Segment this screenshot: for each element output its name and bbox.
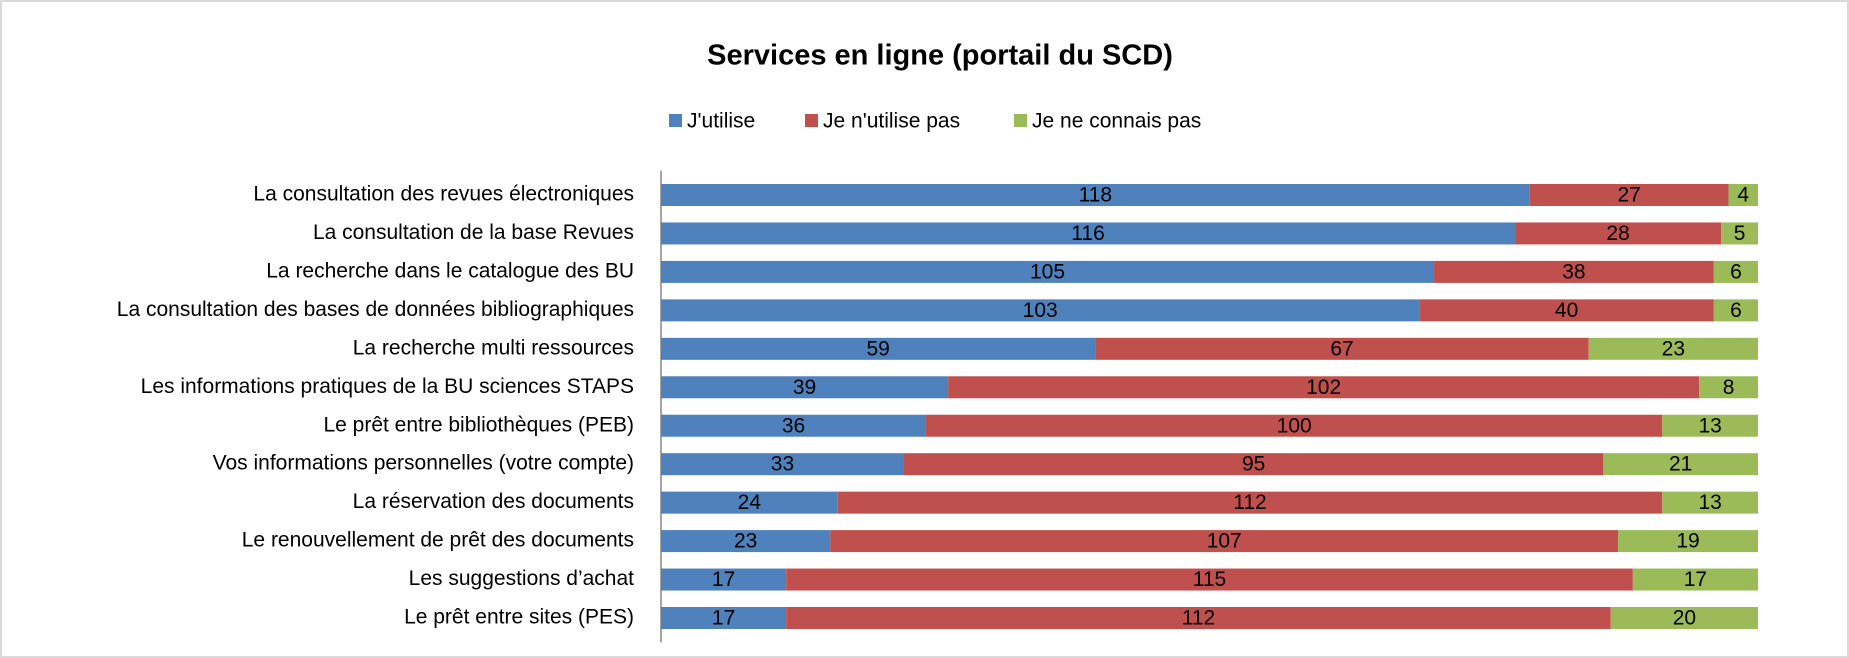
- data-label: 19: [1676, 530, 1699, 553]
- data-label: 112: [1233, 491, 1266, 514]
- bar-segment: [1662, 414, 1758, 437]
- category-label: Le prêt entre sites (PES): [404, 606, 634, 629]
- data-label: 59: [867, 337, 890, 360]
- bar-segment: [661, 568, 787, 591]
- category-label: Le prêt entre bibliothèques (PEB): [323, 413, 634, 436]
- data-label: 13: [1698, 491, 1721, 514]
- data-label: 17: [1684, 568, 1707, 591]
- data-label: 116: [1071, 222, 1104, 245]
- bar-segment: [661, 453, 904, 476]
- category-label: La consultation de la base Revues: [313, 221, 634, 244]
- data-label: 102: [1306, 376, 1341, 399]
- bar-segment: [1603, 453, 1758, 476]
- bar-segment: [1529, 184, 1729, 206]
- data-label: 118: [1079, 184, 1112, 207]
- bar-segment: [661, 607, 787, 629]
- bar-segment: [661, 260, 1435, 283]
- bar-segment: [661, 414, 927, 437]
- data-label: 6: [1730, 260, 1742, 283]
- legend-label: Je ne connais pas: [1032, 110, 1201, 133]
- bar-segment: [1419, 299, 1714, 322]
- legend-label: J'utilise: [687, 110, 755, 133]
- bar-segment: [1632, 568, 1758, 591]
- data-label: 105: [1030, 260, 1065, 283]
- bar-segment: [1618, 530, 1758, 553]
- bar-segment: [926, 414, 1663, 437]
- bar-segment: [1699, 376, 1758, 399]
- bar-segment: [1515, 222, 1722, 245]
- bar-segment: [837, 491, 1663, 514]
- bar-segment: [1095, 337, 1589, 360]
- bar-segment: [948, 376, 1700, 399]
- data-label: 112: [1182, 607, 1215, 630]
- category-label: Les suggestions d’achat: [409, 567, 634, 590]
- bar-segment: [1662, 491, 1758, 514]
- category-label: La recherche dans le catalogue des BU: [266, 259, 634, 282]
- chart-title: Services en ligne (portail du SCD): [707, 40, 1173, 72]
- bar-segment: [1588, 337, 1758, 360]
- data-label: 39: [793, 376, 816, 399]
- data-label: 36: [782, 414, 805, 437]
- bar-segment: [661, 222, 1516, 245]
- data-label: 23: [734, 530, 757, 553]
- data-label: 5: [1734, 222, 1746, 245]
- legend-swatch: [1014, 114, 1027, 127]
- bar-segment: [661, 376, 949, 399]
- data-label: 33: [771, 453, 794, 476]
- data-label: 20: [1673, 607, 1696, 630]
- data-label: 21: [1669, 453, 1692, 476]
- legend-swatch: [805, 114, 818, 127]
- category-label: La recherche multi ressources: [353, 336, 634, 359]
- data-label: 24: [738, 491, 762, 514]
- bar-segment: [1713, 299, 1758, 322]
- bar-segment: [1721, 222, 1758, 245]
- category-label: Les informations pratiques de la BU scie…: [141, 375, 634, 398]
- bar-segment: [1610, 607, 1758, 629]
- bar-segment: [830, 530, 1619, 553]
- category-label: La consultation des revues électroniques: [253, 183, 634, 206]
- bar-segment: [786, 607, 1611, 629]
- data-label: 28: [1606, 222, 1629, 245]
- bar-segment: [903, 453, 1604, 476]
- data-label: 100: [1277, 414, 1312, 437]
- data-label: 13: [1698, 414, 1721, 437]
- data-label: 103: [1023, 299, 1058, 322]
- legend-label: Je n'utilise pas: [823, 110, 960, 133]
- bar-segment: [661, 530, 831, 553]
- data-label: 115: [1193, 568, 1226, 591]
- bar-segment: [661, 299, 1420, 322]
- category-label: Vos informations personnelles (votre com…: [213, 452, 634, 475]
- data-label: 23: [1662, 337, 1685, 360]
- data-label: 4: [1737, 184, 1749, 207]
- data-label: 6: [1730, 299, 1742, 322]
- data-label: 38: [1562, 260, 1585, 283]
- category-label: La consultation des bases de données bib…: [117, 298, 634, 321]
- bar-segment: [1434, 260, 1714, 283]
- bar-segment: [786, 568, 1633, 591]
- data-label: 107: [1207, 530, 1242, 553]
- data-label: 95: [1242, 453, 1265, 476]
- data-label: 8: [1723, 376, 1735, 399]
- category-label: Le renouvellement de prêt des documents: [242, 529, 634, 552]
- bar-segment: [1728, 184, 1758, 206]
- bar-segment: [1713, 260, 1758, 283]
- legend-swatch: [669, 114, 682, 127]
- data-label: 27: [1617, 184, 1640, 207]
- data-label: 67: [1330, 337, 1353, 360]
- data-label: 40: [1555, 299, 1578, 322]
- category-label: La réservation des documents: [353, 490, 634, 513]
- bar-segment: [661, 337, 1096, 360]
- bar-segment: [661, 184, 1530, 206]
- data-label: 17: [712, 568, 735, 591]
- data-label: 17: [712, 607, 735, 630]
- bar-segment: [661, 491, 838, 514]
